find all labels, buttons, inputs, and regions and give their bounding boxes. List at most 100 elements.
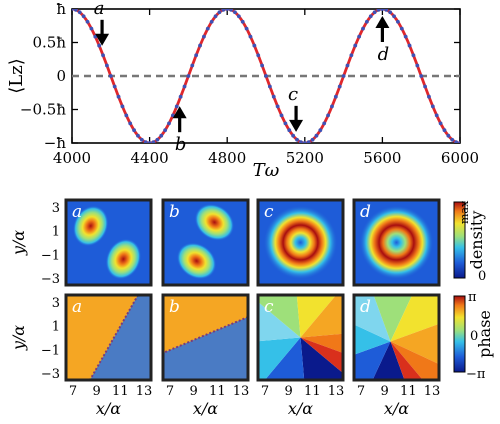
- series-marker: [349, 53, 354, 58]
- series-marker: [136, 133, 140, 138]
- phase-wedge: [300, 333, 343, 353]
- x-tick-label: 5200: [286, 149, 324, 167]
- series-marker: [368, 14, 373, 19]
- y-axis-label: ⟨Lz⟩: [6, 58, 27, 93]
- density-lobe: [194, 203, 235, 241]
- heatmap-x-tick: 9: [285, 384, 293, 399]
- x-tick-label: 6000: [441, 149, 479, 167]
- series-marker: [271, 94, 276, 99]
- series-marker: [427, 94, 431, 99]
- series-marker: [198, 43, 202, 48]
- phase-wedge: [354, 324, 391, 355]
- series-marker: [147, 141, 152, 143]
- panel-frame: [64, 198, 153, 287]
- phase-boundary: [162, 316, 249, 354]
- series-marker: [302, 141, 307, 143]
- density-panel-c: c: [256, 198, 345, 287]
- heatmap-y-tick: −1: [41, 343, 60, 358]
- density-panel-a: a: [64, 198, 153, 287]
- series-marker: [202, 34, 206, 39]
- series-marker: [326, 113, 330, 118]
- phase-wedge: [390, 341, 439, 380]
- series-marker: [85, 19, 90, 24]
- panel-frame: [352, 293, 441, 382]
- series-marker: [182, 84, 187, 89]
- series-marker: [291, 133, 296, 138]
- heatmap-x-label: x/α: [288, 399, 313, 418]
- series-marker: [364, 19, 369, 24]
- series-marker: [112, 84, 117, 89]
- arrow-head: [172, 106, 187, 119]
- phase-domain: [163, 295, 248, 353]
- heatmap-x-tick: 7: [261, 384, 269, 399]
- series-marker: [450, 137, 455, 142]
- series-marker: [120, 104, 125, 109]
- series-marker: [72, 9, 74, 11]
- series-marker: [143, 140, 148, 143]
- phase-wedge: [390, 341, 423, 380]
- series-marker: [376, 9, 381, 12]
- phase-domain: [66, 295, 138, 380]
- series-marker: [306, 140, 311, 143]
- heatmap-y-tick: −3: [41, 272, 60, 287]
- y-tick-label: −ħ: [44, 134, 67, 152]
- series-marker: [132, 128, 136, 133]
- heatmap-x-tick: 11: [304, 384, 321, 399]
- series-marker: [458, 141, 460, 143]
- heatmap-y-tick: −3: [41, 367, 60, 382]
- phase-panel-a: a: [64, 293, 153, 382]
- series-marker: [330, 104, 334, 109]
- phase-wedge: [258, 295, 301, 338]
- panel-label: b: [169, 202, 180, 222]
- phase-wedge: [300, 295, 343, 338]
- series-marker: [217, 10, 222, 15]
- y-tick-label: ħ: [56, 0, 66, 18]
- series-marker: [89, 26, 94, 31]
- series-marker: [101, 53, 105, 58]
- series-marker: [167, 121, 171, 126]
- series-marker: [322, 121, 327, 126]
- series-marker: [361, 26, 365, 31]
- density-panel-d: d: [352, 198, 441, 287]
- phase-colorbar: π 0 −π phase: [453, 290, 494, 382]
- density-colorbar-label: density: [467, 211, 486, 270]
- series-marker: [221, 9, 226, 12]
- heatmap-x-tick: 11: [112, 384, 129, 399]
- heatmap-x-tick: 13: [136, 384, 153, 399]
- panel-frame: [352, 198, 441, 287]
- series-marker: [430, 104, 435, 109]
- phase-wedge: [258, 301, 301, 342]
- lz-time-plot: ħ 0.5ħ 0 −0.5ħ −ħ 4000 4400 4800 5200 5600 6000 a…: [6, 0, 479, 181]
- phase-wedge: [264, 337, 305, 380]
- series-marker: [345, 63, 350, 68]
- series-marker: [388, 10, 393, 15]
- series-marker: [279, 113, 284, 118]
- arrow-head: [375, 16, 390, 28]
- heatmap-x-tick: 7: [357, 384, 365, 399]
- panel-frame: [161, 293, 250, 382]
- series-marker: [442, 128, 447, 133]
- series-marker: [380, 9, 385, 11]
- series-marker: [105, 63, 109, 68]
- series-marker: [357, 34, 362, 39]
- series-marker: [299, 140, 303, 143]
- heatmap-x-label: x/α: [193, 399, 218, 418]
- heatmap-x-tick: 9: [381, 384, 389, 399]
- heatmap-x-tick: 13: [328, 384, 345, 399]
- panel-label: d: [360, 297, 371, 317]
- annotation-b: b: [172, 106, 187, 155]
- heatmap-x-tick: 7: [166, 384, 174, 399]
- phase-panel-b: b: [161, 293, 250, 382]
- series-marker: [194, 53, 199, 58]
- heatmap-x-label: x/α: [384, 399, 409, 418]
- series-marker: [151, 140, 156, 143]
- series-marker: [287, 128, 292, 133]
- phase-panel-c: c: [256, 293, 345, 382]
- density-colorbar-min: 0: [478, 269, 486, 284]
- series-marker: [411, 53, 416, 58]
- series-marker: [252, 43, 257, 48]
- phase-colorbar-label: phase: [475, 310, 494, 358]
- series-marker: [399, 26, 404, 31]
- series-marker: [283, 121, 288, 126]
